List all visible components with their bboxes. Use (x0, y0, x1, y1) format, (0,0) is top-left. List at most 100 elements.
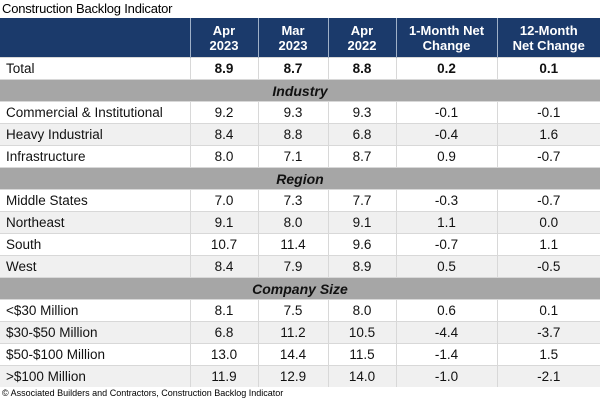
cell-value: 8.1 (189, 299, 258, 322)
section-header: Industry (0, 79, 600, 102)
column-header: Apr 2023 (189, 18, 258, 58)
section-header: Region (0, 167, 600, 190)
row-label: Total (0, 57, 190, 80)
column-header-line: 1-Month Net (408, 22, 485, 38)
cell-value: 0.9 (395, 145, 497, 168)
cell-value: 8.8 (257, 123, 328, 146)
table-row: Middle States 7.0 7.3 7.7 -0.3 -0.7 (0, 189, 600, 212)
table-row: $50-$100 Million 13.0 14.4 11.5 -1.4 1.5 (0, 343, 600, 366)
column-header-line: Apr (350, 22, 374, 38)
cell-value: -0.4 (395, 123, 497, 146)
cell-value: -0.5 (496, 255, 600, 278)
table-row: Infrastructure 8.0 7.1 8.7 0.9 -0.7 (0, 145, 600, 168)
cell-value: 11.4 (257, 233, 328, 256)
cell-value: -0.1 (395, 101, 497, 124)
cell-value: 7.9 (257, 255, 328, 278)
row-label: <$30 Million (0, 299, 190, 322)
cell-value: 9.3 (327, 101, 396, 124)
cell-value: 0.1 (496, 299, 600, 322)
column-header-line: Apr (212, 22, 236, 38)
cell-value: 8.7 (257, 57, 328, 80)
table-row: <$30 Million 8.1 7.5 8.0 0.6 0.1 (0, 299, 600, 322)
cell-value: 7.0 (189, 189, 258, 212)
cell-value: -0.1 (496, 101, 600, 124)
table-row: Heavy Industrial 8.4 8.8 6.8 -0.4 1.6 (0, 123, 600, 146)
cell-value: 7.3 (257, 189, 328, 212)
cell-value: 11.9 (189, 365, 258, 387)
column-header-line: 2022 (347, 37, 377, 53)
section-title: Region (0, 167, 600, 190)
cell-value: 13.0 (189, 343, 258, 366)
cell-value: -0.7 (395, 233, 497, 256)
table-row: >$100 Million 11.9 12.9 14.0 -1.0 -2.1 (0, 365, 600, 387)
cell-value: 8.8 (327, 57, 396, 80)
backlog-table: Apr 2023 Mar 2023 Apr 2022 1-Month Net Change 12… (0, 18, 600, 387)
cell-value: 0.2 (395, 57, 497, 80)
column-header-line: 12-Month (519, 22, 578, 38)
table-row: Northeast 9.1 8.0 9.1 1.1 0.0 (0, 211, 600, 234)
column-header: 1-Month Net Change (395, 18, 497, 58)
cell-value: -4.4 (395, 321, 497, 344)
cell-value: 8.0 (327, 299, 396, 322)
row-label: $50-$100 Million (0, 343, 190, 366)
row-label: West (0, 255, 190, 278)
table-row: $30-$50 Million 6.8 11.2 10.5 -4.4 -3.7 (0, 321, 600, 344)
cell-value: 1.1 (496, 233, 600, 256)
column-header: Apr 2022 (327, 18, 396, 58)
cell-value: 6.8 (189, 321, 258, 344)
cell-value: 14.0 (327, 365, 396, 387)
cell-value: 8.4 (189, 255, 258, 278)
cell-value: 1.6 (496, 123, 600, 146)
cell-value: -3.7 (496, 321, 600, 344)
cell-value: 8.9 (327, 255, 396, 278)
column-header: 12-Month Net Change (496, 18, 600, 58)
cell-value: 12.9 (257, 365, 328, 387)
table-row: Total 8.9 8.7 8.8 0.2 0.1 (0, 57, 600, 80)
row-label: South (0, 233, 190, 256)
cell-value: 6.8 (327, 123, 396, 146)
table-row: West 8.4 7.9 8.9 0.5 -0.5 (0, 255, 600, 278)
row-label: >$100 Million (0, 365, 190, 387)
header-row: Apr 2023 Mar 2023 Apr 2022 1-Month Net Change 12… (0, 18, 600, 58)
cell-value: 10.5 (327, 321, 396, 344)
cell-value: 8.9 (189, 57, 258, 80)
cell-value: 0.1 (496, 57, 600, 80)
column-header: Mar 2023 (257, 18, 328, 58)
row-label: Northeast (0, 211, 190, 234)
cell-value: -0.3 (395, 189, 497, 212)
cell-value: -2.1 (496, 365, 600, 387)
row-label: Infrastructure (0, 145, 190, 168)
cell-value: 0.0 (496, 211, 600, 234)
cell-value: -1.0 (395, 365, 497, 387)
cell-value: -0.7 (496, 145, 600, 168)
cell-value: 8.4 (189, 123, 258, 146)
row-label: Middle States (0, 189, 190, 212)
table-row: South 10.7 11.4 9.6 -0.7 1.1 (0, 233, 600, 256)
cell-value: 8.0 (257, 211, 328, 234)
cell-value: 0.6 (395, 299, 497, 322)
cell-value: 9.1 (189, 211, 258, 234)
table-row: Commercial & Institutional 9.2 9.3 9.3 -0.1-… (0, 101, 600, 124)
cell-value: 7.7 (327, 189, 396, 212)
table-title: Construction Backlog Indicator (2, 1, 173, 16)
column-header (0, 18, 190, 58)
cell-value: 1.1 (395, 211, 497, 234)
cell-value: 11.2 (257, 321, 328, 344)
row-label: Commercial & Institutional (0, 101, 190, 124)
column-header-line: 2023 (278, 37, 308, 53)
section-title: Industry (0, 79, 600, 102)
cell-value: -1.4 (395, 343, 497, 366)
cell-value: 7.5 (257, 299, 328, 322)
cell-value: 9.2 (189, 101, 258, 124)
cell-value: 10.7 (189, 233, 258, 256)
row-label: $30-$50 Million (0, 321, 190, 344)
cell-value: 9.6 (327, 233, 396, 256)
cell-value: 9.3 (257, 101, 328, 124)
footer-credit: © Associated Builders and Contractors, C… (2, 388, 284, 398)
cell-value: -0.7 (496, 189, 600, 212)
column-header-line: Mar (281, 22, 305, 38)
cell-value: 11.5 (327, 343, 396, 366)
section-title: Company Size (0, 277, 600, 300)
cell-value: 1.5 (496, 343, 600, 366)
row-label: Heavy Industrial (0, 123, 190, 146)
